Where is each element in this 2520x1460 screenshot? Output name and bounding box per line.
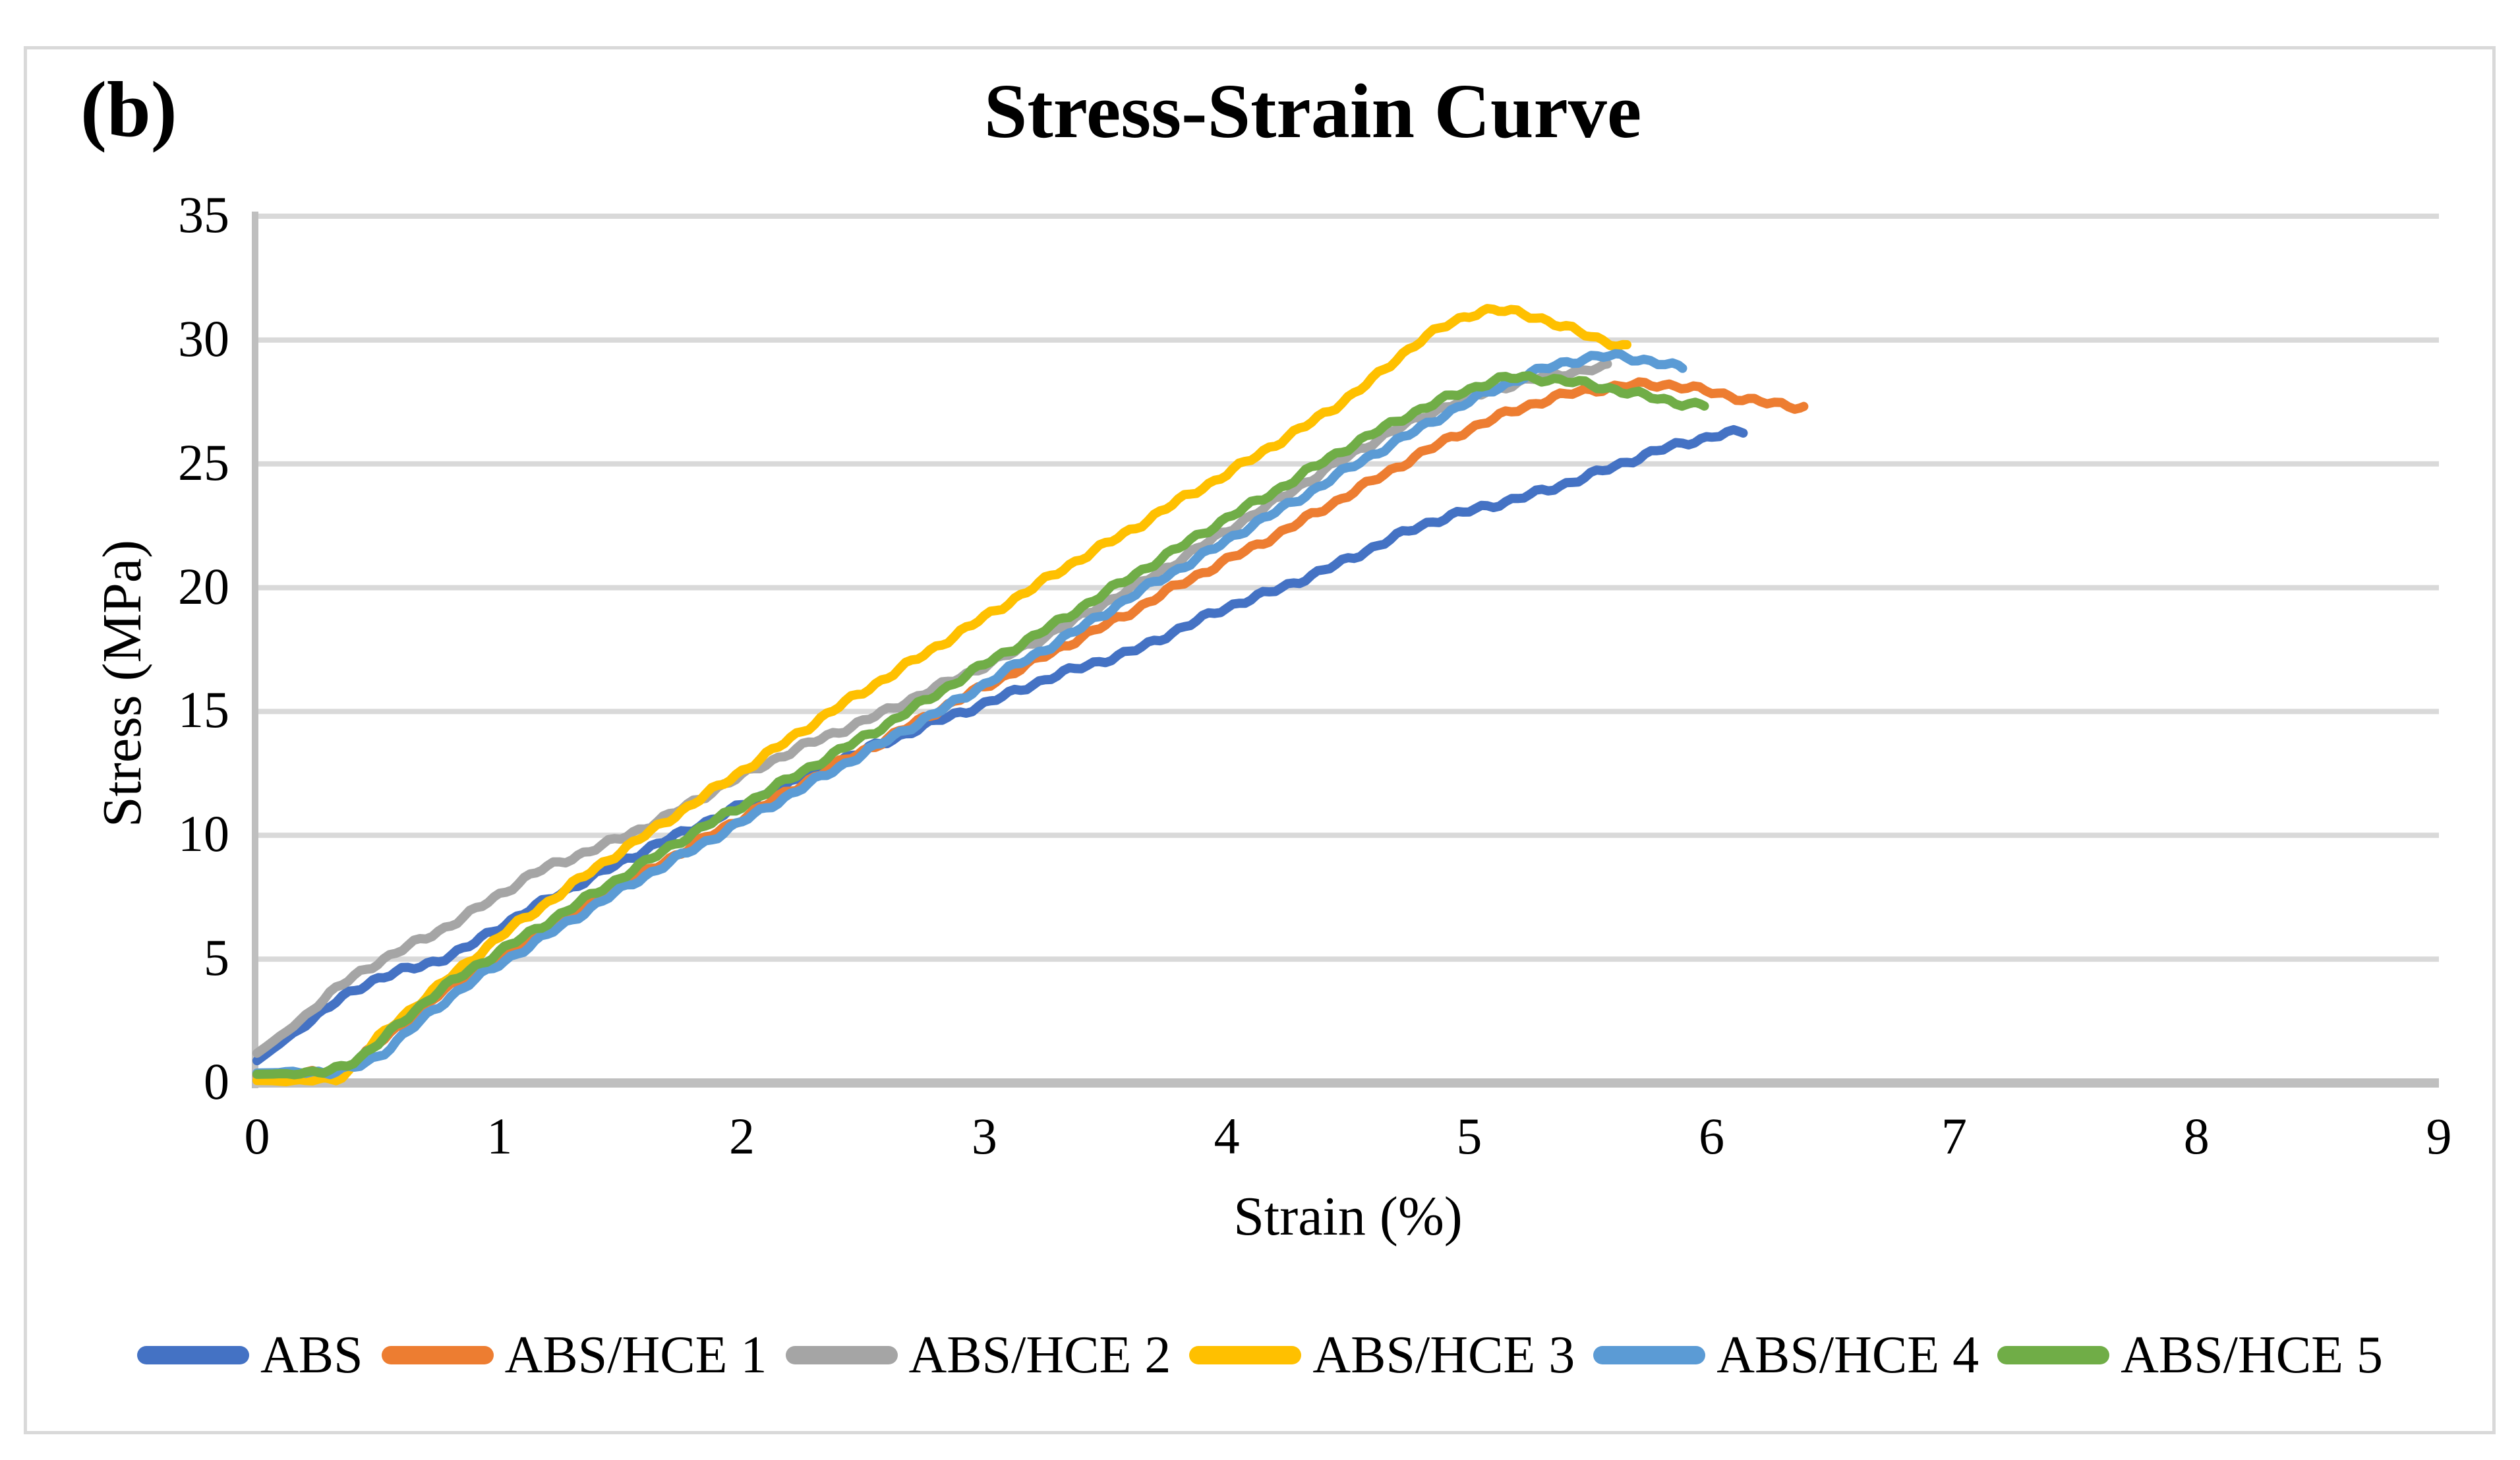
- y-tick-label-10: 10: [178, 805, 229, 863]
- x-tick-label-1: 1: [486, 1107, 513, 1165]
- y-tick-label-25: 25: [178, 433, 229, 491]
- x-tick-label-4: 4: [1214, 1107, 1240, 1165]
- x-tick-label-8: 8: [2183, 1107, 2210, 1165]
- figure-label: (b): [80, 65, 177, 153]
- series-line-abs-hce-2: [252, 359, 1612, 1058]
- series-line-abs-hce-3: [252, 304, 1631, 1086]
- x-tick-label-2: 2: [729, 1107, 755, 1165]
- legend-label-abs-hce-3: ABS/HCE 3: [1312, 1326, 1575, 1384]
- legend-item-abs-hce-4: ABS/HCE 4: [1593, 1322, 1979, 1388]
- x-tick-label-6: 6: [1699, 1107, 1725, 1165]
- legend-label-abs-hce-1: ABS/HCE 1: [504, 1326, 767, 1384]
- legend-line-swatch-abs: [137, 1346, 250, 1364]
- x-tick-label-9: 9: [2426, 1107, 2452, 1165]
- y-tick-label-30: 30: [178, 309, 229, 367]
- y-tick-label-5: 5: [204, 929, 229, 987]
- legend-label-abs-hce-4: ABS/HCE 4: [1716, 1326, 1979, 1384]
- y-tick-label-0: 0: [204, 1053, 229, 1110]
- legend-item-abs: ABS: [137, 1322, 363, 1388]
- chart-title: Stress-Strain Curve: [983, 68, 1642, 154]
- series-line-abs: [252, 424, 1748, 1066]
- x-tick-label-0: 0: [244, 1107, 270, 1165]
- legend-line-swatch-abs-hce-1: [381, 1346, 494, 1364]
- y-tick-label-20: 20: [178, 557, 229, 615]
- legend-item-abs-hce-3: ABS/HCE 3: [1189, 1322, 1575, 1388]
- x-tick-label-3: 3: [971, 1107, 997, 1165]
- y-tick-label-15: 15: [178, 681, 229, 739]
- legend-label-abs: ABS: [260, 1326, 363, 1384]
- legend-line-swatch-abs-hce-5: [1997, 1346, 2110, 1364]
- x-tick-label-7: 7: [1941, 1107, 1967, 1165]
- series-line-abs-hce-5: [252, 371, 1709, 1080]
- legend-line-swatch-abs-hce-2: [785, 1346, 898, 1364]
- legend-item-abs-hce-5: ABS/HCE 5: [1997, 1322, 2383, 1388]
- legend-label-abs-hce-5: ABS/HCE 5: [2121, 1326, 2383, 1384]
- legend-line-swatch-abs-hce-4: [1593, 1346, 1706, 1364]
- y-tick-label-35: 35: [178, 186, 229, 243]
- legend-label-abs-hce-2: ABS/HCE 2: [908, 1326, 1171, 1384]
- x-axis-title: Strain (%): [1233, 1186, 1463, 1247]
- x-tick-label-5: 5: [1456, 1107, 1482, 1165]
- chart-legend: ABS ABS/HCE 1 ABS/HCE 2 ABS/HCE 3 ABS/HCE 4 A…: [0, 1322, 2520, 1388]
- legend-item-abs-hce-1: ABS/HCE 1: [381, 1322, 767, 1388]
- series-line-abs-hce-4: [252, 349, 1687, 1080]
- legend-line-swatch-abs-hce-3: [1189, 1346, 1302, 1364]
- figure-frame: [24, 46, 2496, 1434]
- legend-item-abs-hce-2: ABS/HCE 2: [785, 1322, 1171, 1388]
